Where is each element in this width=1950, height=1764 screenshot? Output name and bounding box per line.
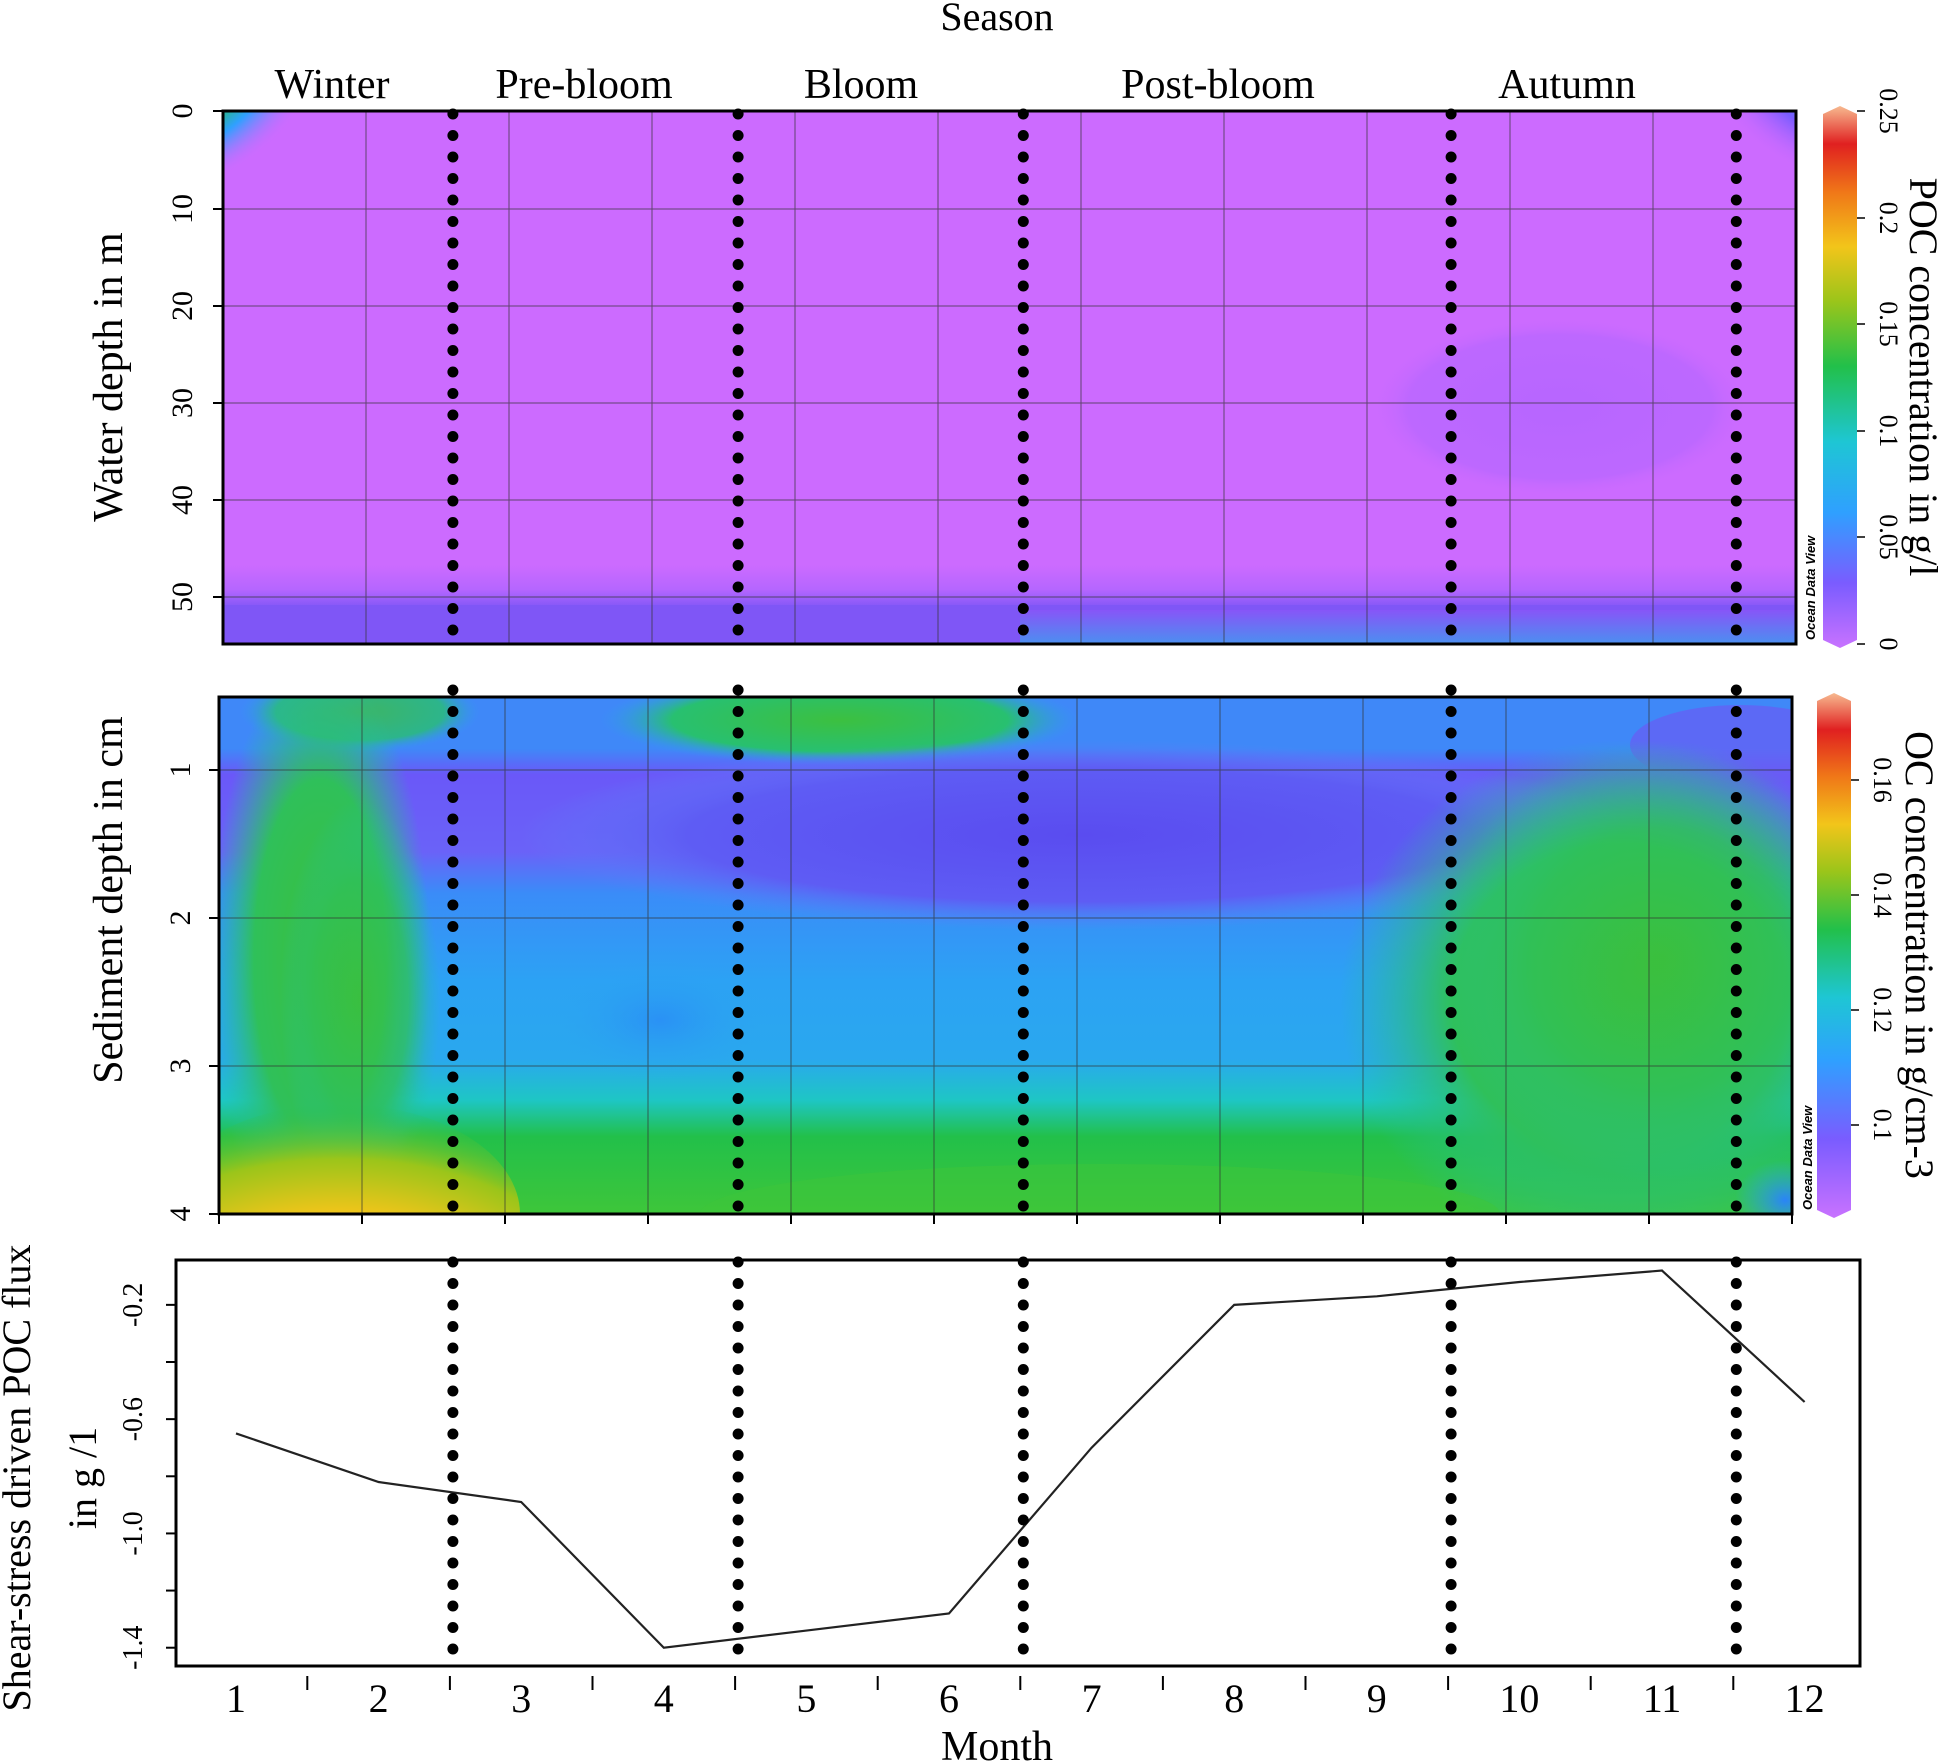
- oc-colorbar-tick-labels: 0.1 0.12 0.14 0.16: [1868, 757, 1897, 1141]
- oc-x-ticks: [218, 1214, 1793, 1224]
- oc-y-axis-label: Sediment depth in cm: [86, 716, 132, 1084]
- poc-watermark: Ocean Data View: [1803, 535, 1818, 640]
- oc-colorbar: [1817, 693, 1851, 1218]
- flux-series-line: [235, 1269, 1806, 1649]
- oc-y-tick-label: 3: [164, 1059, 197, 1074]
- oc-heatmap-panel: 1 2 3 4 Sediment depth in cm Ocean Data …: [86, 693, 1942, 1224]
- poc-y-tick-labels: 0 10 20 30 40 50: [166, 104, 199, 613]
- poc-colorbar-tick-label: 0.15: [1874, 301, 1903, 347]
- flux-y-axis-label-line1: Shear-stress driven POC flux: [0, 1245, 39, 1712]
- poc-heatmap-field: [223, 111, 1796, 644]
- flux-x-tick-label: 2: [369, 1676, 389, 1721]
- poc-colorbar-tick-label: 0: [1874, 638, 1903, 651]
- flux-y-axis: -0.2 -0.6 -1.0 -1.4: [118, 1283, 176, 1670]
- flux-x-tick-label: 12: [1785, 1676, 1825, 1721]
- season-label-pre-bloom: Pre-bloom: [495, 62, 673, 108]
- season-axis-title: Season: [940, 0, 1053, 39]
- poc-colorbar-tick-label: 0.25: [1874, 88, 1903, 134]
- oc-heatmap-field: [219, 697, 1792, 1214]
- season-label-bloom: Bloom: [804, 62, 919, 108]
- oc-watermark: Ocean Data View: [1800, 1105, 1815, 1210]
- poc-colorbar: [1823, 106, 1857, 648]
- oc-y-tick-label: 1: [164, 763, 197, 778]
- season-label-winter: Winter: [275, 62, 390, 108]
- flux-y-tick-label: -1.0: [118, 1511, 149, 1555]
- oc-grid: [219, 697, 1792, 1214]
- season-dividers: [447, 108, 1742, 1672]
- poc-colorbar-tick-label: 0.2: [1874, 202, 1903, 235]
- oc-colorbar-ticks: [1851, 779, 1859, 1126]
- oc-colorbar-tick-label: 0.12: [1868, 987, 1897, 1033]
- flux-line-panel: -0.2-0.6-1.0-1.4 1 2 3 4 5 6 7 8 9 10 11 12 Shear-s…: [0, 1245, 1862, 1764]
- flux-x-tick-label: 1: [226, 1676, 246, 1721]
- oc-y-tick-label: 2: [164, 911, 197, 926]
- poc-y-tick-label: 50: [166, 582, 199, 612]
- oc-y-ticks: [209, 769, 219, 1215]
- poc-y-ticks: [213, 110, 223, 598]
- flux-x-tick-label: 7: [1082, 1676, 1102, 1721]
- flux-x-tick-label: 9: [1367, 1676, 1387, 1721]
- flux-y-tick-label: -1.4: [118, 1626, 149, 1670]
- flux-x-tick-label: 4: [654, 1676, 674, 1721]
- flux-x-tick-label: 6: [939, 1676, 959, 1721]
- oc-colorbar-tick-label: 0.1: [1868, 1109, 1897, 1142]
- flux-x-tick-label: 10: [1499, 1676, 1539, 1721]
- flux-y-axis-label-line2: in g /1: [60, 1427, 105, 1529]
- oc-plot-frame: [217, 695, 1794, 1216]
- poc-plot-frame: [221, 109, 1798, 646]
- poc-colorbar-label: POC concentration in g/l: [1901, 178, 1946, 577]
- poc-grid: [223, 111, 1796, 644]
- season-label-autumn: Autumn: [1498, 62, 1636, 108]
- flux-x-tick-label: 5: [796, 1676, 816, 1721]
- poc-y-tick-label: 0: [166, 104, 199, 119]
- season-label-post-bloom: Post-bloom: [1121, 62, 1315, 108]
- flux-y-tick-label: -0.2: [118, 1283, 149, 1327]
- poc-y-axis-label: Water depth in m: [86, 232, 132, 522]
- oc-colorbar-tick-label: 0.14: [1868, 872, 1897, 918]
- flux-x-axis: 1 2 3 4 5 6 7 8 9 10 11 12: [226, 1676, 1825, 1721]
- poc-colorbar-ticks: [1857, 110, 1865, 645]
- poc-colorbar-tick-labels: 0 0.05 0.1 0.15 0.2 0.25: [1874, 88, 1903, 650]
- flux-x-tick-label: 3: [511, 1676, 531, 1721]
- flux-plot-frame: [174, 1258, 1862, 1668]
- poc-colorbar-tick-label: 0.05: [1874, 514, 1903, 560]
- flux-y-tick-label: -0.6: [118, 1397, 149, 1441]
- oc-colorbar-label: OC concentration in g/cm-3: [1897, 731, 1942, 1179]
- flux-x-axis-label: Month: [941, 1724, 1053, 1764]
- oc-colorbar-tick-label: 0.16: [1868, 757, 1897, 803]
- poc-y-tick-label: 30: [166, 388, 199, 418]
- poc-y-tick-label: 40: [166, 485, 199, 515]
- poc-y-tick-label: 20: [166, 291, 199, 321]
- poc-y-tick-label: 10: [166, 194, 199, 224]
- flux-x-tick-label: 11: [1643, 1676, 1682, 1721]
- flux-x-tick-label: 8: [1224, 1676, 1244, 1721]
- poc-colorbar-tick-label: 0.1: [1874, 415, 1903, 448]
- poc-heatmap-panel: 0 10 20 30 40 50 Water depth in m Ocean …: [86, 88, 1946, 650]
- oc-y-tick-labels: 1 2 3 4: [164, 763, 197, 1222]
- oc-y-tick-label: 4: [164, 1207, 197, 1222]
